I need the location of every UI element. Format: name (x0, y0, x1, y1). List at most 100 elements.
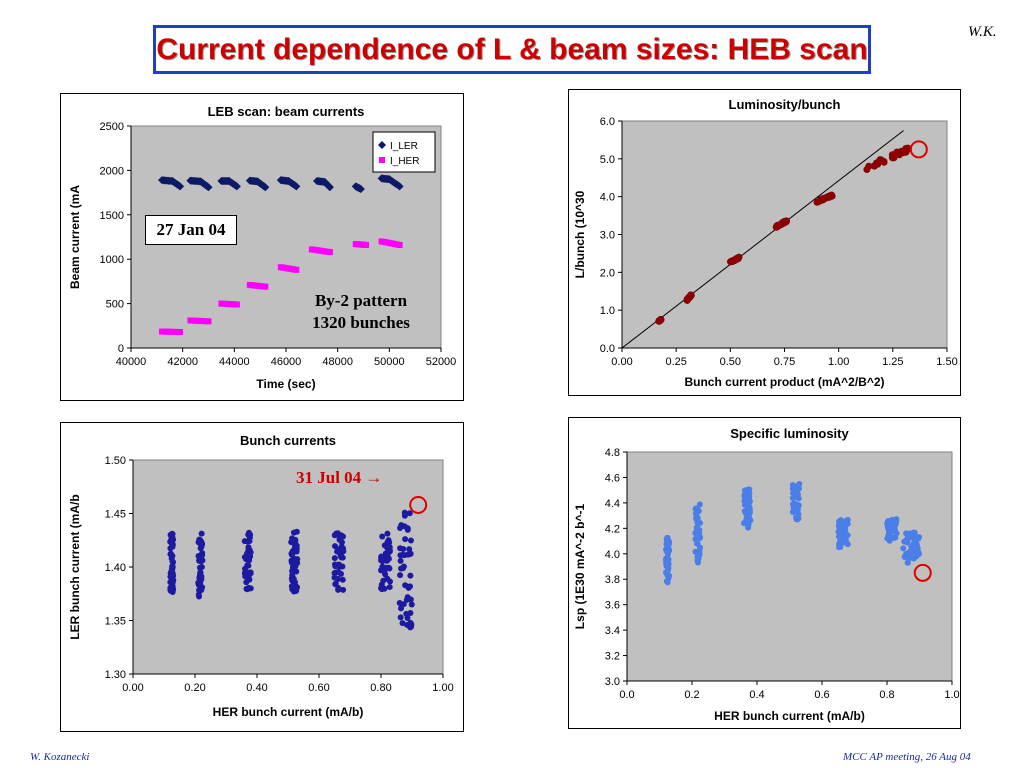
data-point (290, 529, 297, 536)
data-point (386, 565, 393, 572)
data-point (245, 574, 252, 581)
data-point (197, 581, 204, 588)
data-point (399, 620, 406, 627)
y-axis-label: LER bunch current (mA/b (68, 494, 82, 639)
y-tick-label: 3.4 (605, 625, 620, 637)
x-tick-label: 0.75 (774, 356, 795, 368)
date-label-27jan: 27 Jan 04 (156, 220, 226, 239)
y-tick-label: 2500 (100, 121, 124, 133)
data-point (408, 621, 415, 628)
data-point (196, 574, 203, 581)
ler-point (356, 185, 365, 194)
data-point (340, 533, 347, 540)
author-tag: W.K. (968, 24, 997, 40)
y-tick-label: 1000 (100, 254, 124, 266)
data-point (335, 569, 342, 576)
slide-title: Current dependence of L & beam sizes: HE… (156, 32, 868, 66)
data-point (694, 540, 701, 547)
data-point (169, 588, 176, 595)
data-point (379, 533, 386, 540)
data-point (289, 571, 296, 578)
her-point (293, 266, 300, 273)
x-tick-label: 0.25 (665, 356, 686, 368)
y-tick-label: 1.0 (600, 305, 615, 317)
y-tick-label: 1500 (100, 210, 124, 222)
data-point (794, 516, 801, 523)
data-point (340, 586, 347, 593)
data-point (408, 601, 415, 608)
y-tick-label: 3.8 (605, 574, 620, 586)
y-tick-label: 0.0 (600, 343, 615, 355)
data-point (398, 522, 405, 529)
data-point (915, 535, 922, 542)
data-point (397, 614, 404, 621)
data-point (910, 555, 917, 562)
data-point (290, 588, 297, 595)
data-point (692, 510, 699, 517)
x-tick-label: 0.80 (370, 682, 391, 694)
data-point (745, 502, 752, 509)
data-point (683, 296, 691, 304)
y-tick-label: 1.30 (105, 669, 126, 681)
data-point (246, 569, 253, 576)
data-point (288, 583, 295, 590)
x-tick-label: 48000 (322, 356, 353, 368)
data-point (789, 495, 796, 502)
data-point (696, 552, 703, 559)
ler-point (232, 182, 241, 191)
her-point (396, 241, 403, 248)
data-point (656, 317, 664, 325)
data-point (386, 539, 393, 546)
data-point (247, 531, 254, 538)
x-tick-label: 0.2 (684, 689, 699, 701)
data-point (407, 583, 414, 590)
data-point (198, 542, 205, 549)
ler-point (292, 182, 301, 191)
x-tick-label: 42000 (167, 356, 198, 368)
her-point (262, 283, 269, 290)
data-point (331, 574, 338, 581)
legend-ler-label: I_LER (390, 141, 418, 152)
data-point (378, 566, 385, 573)
data-point (790, 484, 797, 491)
data-point (397, 552, 404, 559)
data-point (891, 528, 898, 535)
x-tick-label: 1.00 (432, 682, 453, 694)
x-tick-label: 46000 (271, 356, 302, 368)
data-point (407, 537, 414, 544)
pattern-line-2: 1320 bunches (312, 313, 410, 332)
x-tick-label: 0.6 (814, 689, 829, 701)
data-point (169, 543, 176, 550)
data-point (694, 516, 701, 523)
y-tick-label: 1.40 (105, 562, 126, 574)
data-point (745, 521, 752, 528)
data-point (835, 528, 842, 535)
data-point (841, 532, 848, 539)
chart-luminosity: Luminosity/bunch Bunch current product (m… (573, 97, 958, 389)
y-tick-label: 4.2 (605, 523, 620, 535)
data-point (402, 536, 409, 543)
data-point (169, 563, 176, 570)
data-point (696, 533, 703, 540)
data-point (293, 568, 300, 575)
data-point (384, 530, 391, 537)
x-tick-label: 0.4 (749, 689, 764, 701)
data-point (244, 555, 251, 562)
x-tick-label: 0.60 (308, 682, 329, 694)
panel-specific-luminosity: Specific luminosity HER bunch current (mA… (568, 417, 961, 729)
data-point (900, 545, 907, 552)
data-point (902, 537, 909, 544)
y-tick-label: 4.0 (605, 549, 620, 561)
data-point (378, 585, 385, 592)
ler-point (325, 183, 334, 192)
plot-area (132, 459, 444, 675)
data-point (910, 540, 917, 547)
highlight-circle (913, 563, 932, 582)
x-tick-label: 0.8 (879, 689, 894, 701)
data-point (794, 506, 801, 513)
data-point (910, 534, 917, 541)
data-point (402, 582, 409, 589)
data-point (888, 534, 895, 541)
data-point (694, 556, 701, 563)
panel-luminosity: Luminosity/bunch Bunch current product (m… (568, 89, 961, 396)
